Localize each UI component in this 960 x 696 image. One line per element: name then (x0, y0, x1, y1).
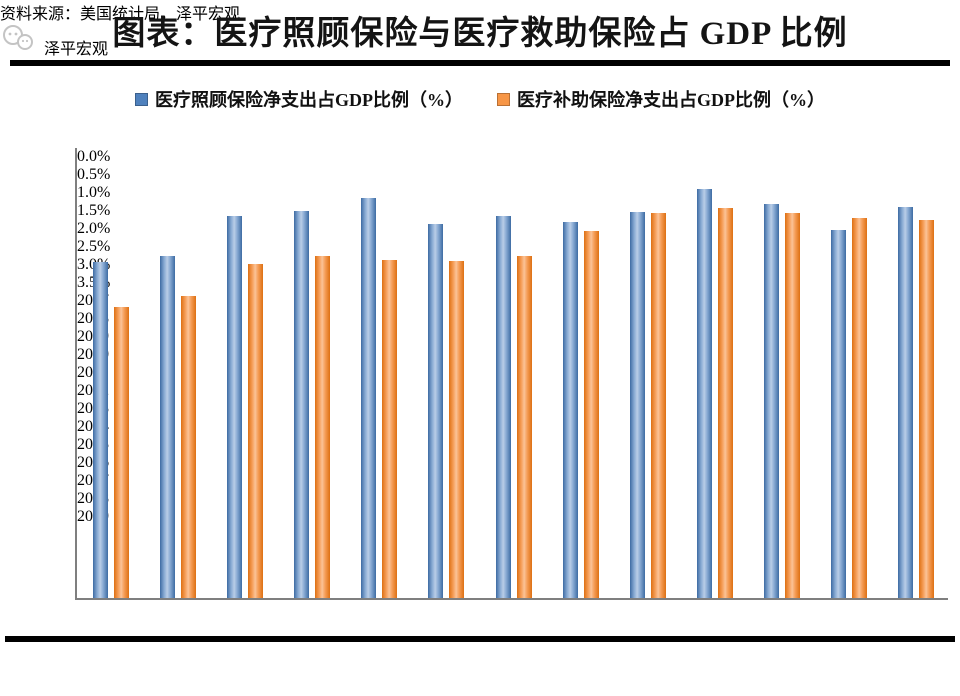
source-note: 资料来源：美国统计局，泽平宏观 (0, 6, 241, 23)
bar-series0-2009 (226, 215, 242, 598)
x-axis-label-2015: 2015 (77, 436, 144, 454)
watermark: 泽平宏观 (0, 24, 960, 59)
bar-series0-2010 (294, 210, 310, 598)
y-axis-tick-label: 0.0% (77, 148, 111, 165)
bar-series0-2012 (428, 223, 444, 598)
x-axis-label-2012: 2012 (77, 382, 144, 400)
y-axis-tick-label: 0.5% (77, 166, 111, 183)
bar-series0-2008 (159, 255, 175, 598)
x-axis-label-2016: 2016 (77, 454, 144, 472)
zepan-logo-icon (3, 25, 33, 50)
y-axis-tick-label: 2.0% (77, 220, 111, 237)
y-axis-tick-label: 1.0% (77, 184, 111, 201)
chart-legend: 医疗照顾保险净支出占GDP比例（%） 医疗补助保险净支出占GDP比例（%） (0, 86, 960, 112)
y-axis-tick-label: 3.0% (77, 256, 948, 274)
bar-series1-2007 (113, 307, 129, 598)
top-divider (10, 60, 950, 66)
legend-label: 医疗补助保险净支出占GDP比例（%） (517, 90, 825, 110)
bar-series1-2017 (785, 213, 801, 598)
x-axis-label-2007: 2007 (77, 292, 144, 310)
x-axis-label-2014: 2014 (77, 418, 144, 436)
legend-item-1: 医疗补助保险净支出占GDP比例（%） (497, 86, 825, 112)
bar-series1-2013 (516, 255, 532, 598)
bar-series0-2014 (562, 222, 578, 598)
y-axis-tick-label: 2.5% (77, 238, 111, 255)
legend-label: 医疗照顾保险净支出占GDP比例（%） (155, 90, 463, 110)
y-axis-tick-label: 3.5% (77, 274, 948, 292)
x-axis-label-2019: 2019 (77, 508, 144, 526)
legend-swatch-icon (497, 92, 510, 106)
bar-series1-2008 (180, 295, 196, 598)
bar-series0-2019 (898, 206, 914, 598)
bar-series0-2017 (764, 204, 780, 598)
bar-series0-2016 (696, 188, 712, 598)
legend-swatch-icon (135, 92, 148, 106)
bar-series1-2018 (852, 218, 868, 598)
bar-series1-2019 (919, 219, 935, 598)
chart-title: 图表：医疗照顾保险与医疗救助保险占 GDP 比例 (112, 16, 848, 52)
x-axis-label-2011: 2011 (77, 364, 144, 382)
watermark-text: 泽平宏观 (44, 41, 109, 58)
legend-item-0: 医疗照顾保险净支出占GDP比例（%） (135, 86, 463, 112)
plot-area: 0.0%0.5%1.0%1.5%2.0%2.5%3.0%3.5%20072008… (75, 148, 948, 600)
bar-series0-2013 (495, 215, 511, 598)
x-axis-label-2008: 2008 (77, 310, 144, 328)
x-axis-label-2013: 2013 (77, 400, 144, 418)
x-axis-label-2009: 2009 (77, 328, 144, 346)
bottom-divider (5, 636, 955, 642)
bar-series1-2010 (315, 255, 331, 598)
x-axis-label-2017: 2017 (77, 472, 144, 490)
bar-series1-2016 (717, 208, 733, 598)
bar-series1-2011 (382, 259, 398, 598)
bar-series0-2018 (831, 229, 847, 598)
bar-series1-2015 (650, 213, 666, 598)
x-axis-label-2018: 2018 (77, 490, 144, 508)
bar-series0-2015 (629, 211, 645, 598)
y-axis-tick-label: 1.5% (77, 202, 111, 219)
bar-series0-2007 (92, 262, 108, 598)
bar-series0-2011 (361, 197, 377, 598)
bar-series1-2009 (247, 263, 263, 598)
bar-series1-2014 (583, 231, 599, 598)
x-axis-label-2010: 2010 (77, 346, 144, 364)
bar-series1-2012 (449, 260, 465, 598)
